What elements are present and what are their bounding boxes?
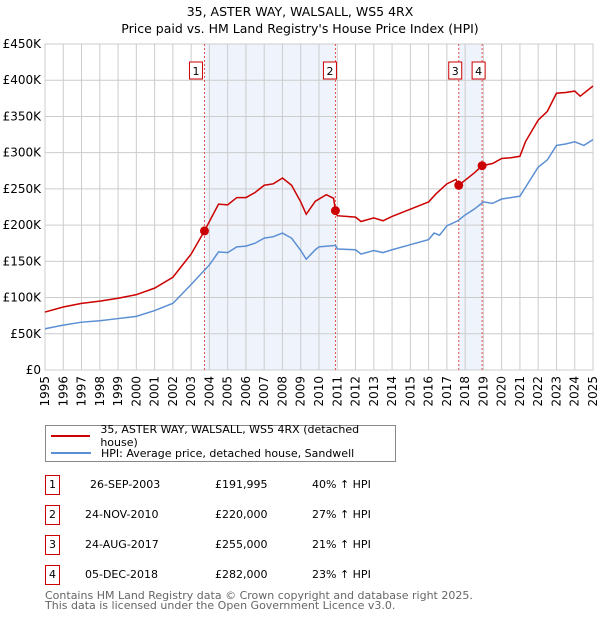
x-tick-label: 2020 [495, 376, 509, 407]
plot-border [44, 43, 594, 371]
legend-swatch-blue [51, 452, 91, 454]
shade-region-1-2 [204, 44, 336, 370]
x-tick-label: 2005 [221, 376, 235, 407]
legend: 35, ASTER WAY, WALSALL, WS5 4RX (detache… [45, 423, 396, 462]
x-tick-label: 2018 [458, 376, 472, 407]
chart-subtitle: Price paid vs. HM Land Registry's House … [121, 21, 479, 36]
legend-item-hpi: HPI: Average price, detached house, Sand… [51, 445, 354, 461]
y-tick-label: £250K [3, 182, 43, 196]
x-tick-label: 2010 [312, 376, 326, 407]
x-tick-label: 2013 [367, 376, 381, 407]
sale-row: 2 24-NOV-2010 £220,000 27% ↑ HPI [45, 505, 465, 525]
sale-label: 4 [475, 65, 482, 78]
x-tick-label: 2021 [513, 376, 527, 407]
sale-number: 1 [45, 475, 60, 495]
sale-date: 24-NOV-2010 [85, 508, 159, 521]
x-tick-label: 2007 [257, 376, 271, 407]
y-tick-label: £350K [3, 109, 43, 123]
sale-hpi-change: 21% ↑ HPI [312, 538, 371, 551]
sale-label: 1 [192, 65, 199, 78]
x-tick-label: 2025 [586, 376, 600, 407]
sale-label-box [188, 61, 203, 80]
legend-label: 35, ASTER WAY, WALSALL, WS5 4RX (detache… [100, 423, 360, 449]
y-tick-label: £150K [3, 254, 43, 268]
sale-row: 4 05-DEC-2018 £282,000 23% ↑ HPI [45, 565, 465, 585]
footer-copyright: Contains HM Land Registry data © Crown c… [45, 589, 473, 602]
sale-price: £191,995 [215, 478, 268, 491]
y-tick-label: £300K [3, 146, 43, 160]
sale-label-box [322, 61, 337, 80]
legend-item-property: 35, ASTER WAY, WALSALL, WS5 4RX (detache… [51, 423, 395, 449]
sale-price: £255,000 [215, 538, 268, 551]
x-tick-label: 2006 [239, 376, 253, 407]
sale-row: 1 26-SEP-2003 £191,995 40% ↑ HPI [45, 475, 465, 495]
sale-hpi-change: 40% ↑ HPI [312, 478, 371, 491]
x-tick-label: 1997 [75, 376, 89, 407]
x-tick-label: 2012 [349, 376, 363, 407]
sale-point [454, 180, 464, 190]
sale-point [477, 161, 487, 171]
chart-title: 35, ASTER WAY, WALSALL, WS5 4RX [186, 4, 414, 19]
x-tick-label: 2014 [385, 376, 399, 407]
sale-date: 05-DEC-2018 [85, 568, 159, 581]
x-tick-label: 2023 [549, 376, 563, 407]
x-tick-label: 2016 [422, 376, 436, 407]
x-tick-label: 2002 [166, 376, 180, 407]
x-tick-label: 2019 [476, 376, 490, 407]
sale-point [199, 226, 209, 236]
x-tick-label: 2024 [568, 376, 582, 407]
sale-date: 24-AUG-2017 [85, 538, 159, 551]
x-tick-label: 1998 [93, 376, 107, 407]
x-tick-label: 2011 [330, 376, 344, 407]
sale-label: 2 [326, 65, 333, 78]
x-tick-label: 2003 [184, 376, 198, 407]
x-tick-label: 2009 [294, 376, 308, 407]
x-tick-label: 1999 [111, 376, 125, 407]
sale-hpi-change: 23% ↑ HPI [312, 568, 371, 581]
sale-number: 4 [45, 565, 60, 585]
sale-price: £220,000 [215, 508, 268, 521]
x-tick-label: 1996 [56, 376, 70, 407]
legend-swatch-red [51, 435, 91, 437]
sale-hpi-change: 27% ↑ HPI [312, 508, 371, 521]
x-tick-label: 1995 [38, 376, 52, 407]
sale-label: 3 [452, 65, 459, 78]
x-tick-label: 2001 [148, 376, 162, 407]
x-tick-label: 2017 [440, 376, 454, 407]
shade-region-3-4 [458, 44, 483, 370]
sale-label-box [448, 61, 463, 80]
y-tick-label: £200K [3, 218, 43, 232]
y-tick-label: £450K [3, 37, 43, 51]
series-line [44, 85, 594, 313]
x-tick-label: 2015 [403, 376, 417, 407]
series-line [44, 138, 594, 330]
x-tick-label: 2008 [275, 376, 289, 407]
sale-row: 3 24-AUG-2017 £255,000 21% ↑ HPI [45, 535, 465, 555]
sale-number: 2 [45, 505, 60, 525]
sale-number: 3 [45, 535, 60, 555]
y-tick-label: £50K [10, 327, 42, 341]
sale-label-box [471, 61, 486, 80]
sale-price: £282,000 [215, 568, 268, 581]
sale-date: 26-SEP-2003 [90, 478, 161, 491]
plot-area: £0 £50K £100K £150K £200K £250K £300K £350K £400… [3, 37, 600, 407]
y-tick-label: £0 [26, 363, 41, 377]
x-tick-label: 2000 [129, 376, 143, 407]
y-tick-label: £100K [3, 291, 43, 305]
y-tick-label: £400K [3, 73, 43, 87]
x-tick-label: 2022 [531, 376, 545, 407]
footer-licence: This data is licensed under the Open Gov… [45, 599, 396, 612]
x-tick-label: 2004 [202, 376, 216, 407]
sale-point [330, 206, 340, 216]
legend-label: HPI: Average price, detached house, Sand… [101, 446, 355, 460]
